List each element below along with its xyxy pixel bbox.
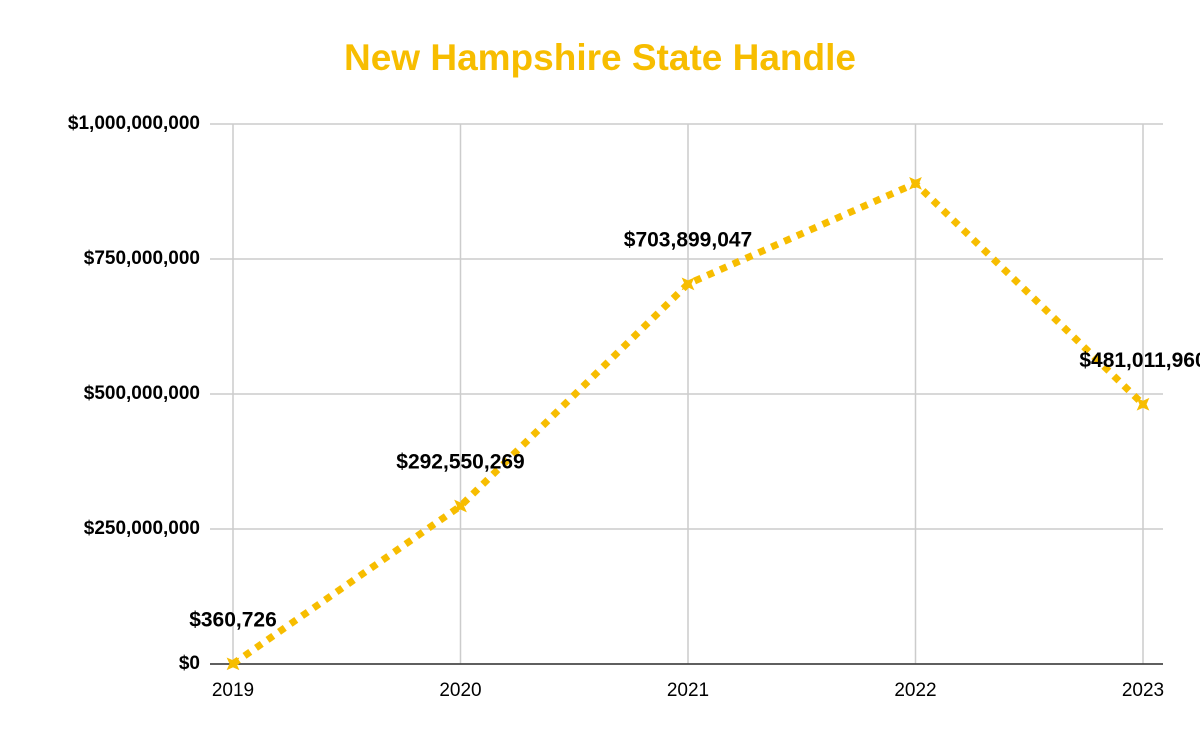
y-tick-label: $750,000,000 (84, 248, 200, 269)
point-marker (454, 499, 467, 513)
data-label: $481,011,960 (1079, 349, 1200, 372)
y-tick-label: $1,000,000,000 (68, 113, 200, 134)
point-marker (1136, 397, 1150, 411)
y-tick-label: $0 (179, 653, 200, 674)
x-tick-label: 2019 (212, 680, 254, 701)
x-tick-label: 2022 (894, 680, 936, 701)
point-marker (681, 277, 695, 291)
data-label: $292,550,269 (396, 451, 524, 474)
x-tick-label: 2023 (1122, 680, 1164, 701)
data-label: $360,726 (189, 608, 277, 631)
y-tick-label: $250,000,000 (84, 518, 200, 539)
x-tick-label: 2021 (667, 680, 709, 701)
point-marker (226, 657, 240, 671)
chart-title: New Hampshire State Handle (344, 37, 856, 78)
x-tick-label: 2020 (439, 680, 481, 701)
y-tick-label: $500,000,000 (84, 383, 200, 404)
data-label: $703,899,047 (624, 228, 752, 251)
point-marker (909, 177, 922, 190)
